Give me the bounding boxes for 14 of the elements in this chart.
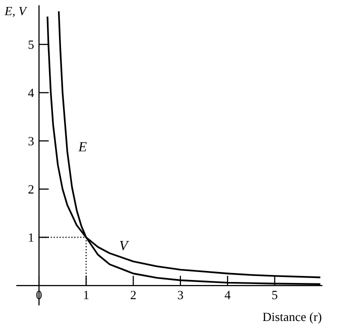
- y-axis-title: E, V: [4, 6, 28, 18]
- x-tick-label: 1: [84, 290, 89, 300]
- y-tick-label: 1: [28, 233, 34, 242]
- x-axis-title: Distance (r): [262, 312, 322, 324]
- x-tick-label: 2: [130, 290, 136, 300]
- y-tick-label: 5: [28, 40, 34, 49]
- y-tick-label: 3: [28, 136, 34, 146]
- y-tick-label: 4: [28, 88, 34, 97]
- x-tick-label: 4: [224, 290, 230, 300]
- y-tick-label: 2: [28, 185, 34, 194]
- x-tick-label: 5: [272, 290, 278, 300]
- series-label: E: [78, 142, 87, 152]
- x-tick-label: 3: [178, 290, 184, 300]
- series-label: V: [120, 241, 130, 250]
